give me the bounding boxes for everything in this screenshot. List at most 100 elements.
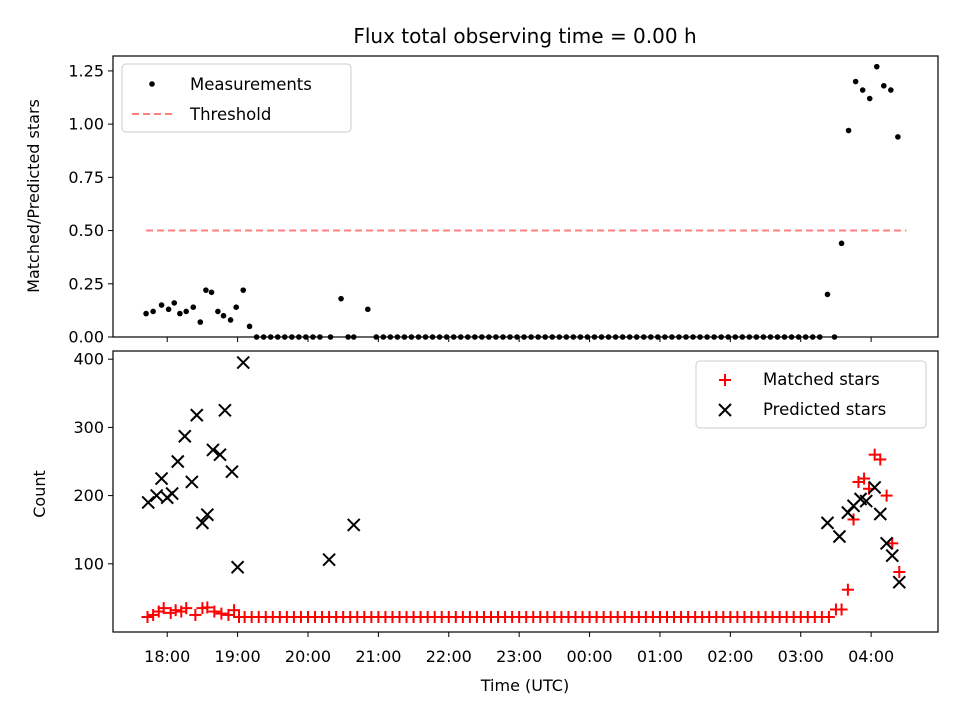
predicted-star-point	[892, 575, 906, 589]
matched-star-point	[228, 604, 241, 617]
top-y-tick-label: 0.75	[68, 168, 104, 187]
measurement-point	[866, 95, 873, 102]
x-tick-label: 01:00	[637, 647, 683, 666]
predicted-star-point	[230, 560, 245, 574]
predicted-star-point	[873, 507, 887, 521]
x-tick-label: 19:00	[215, 647, 261, 666]
x-axis-label: Time (UTC)	[480, 676, 569, 695]
bottom-axes-frame	[112, 350, 939, 633]
measurement-point	[852, 78, 859, 85]
bottom-plot-area: 18:00 19:00 20:00 21:00 22:00 23:00 00:00 01:00…	[73, 350, 906, 666]
matched-star-point	[180, 602, 193, 615]
predicted-star-point	[154, 471, 169, 486]
matched-star-point	[841, 583, 854, 596]
predicted-star-point	[149, 488, 164, 503]
predicted-star-point	[859, 494, 873, 508]
bottom-y-tick-label: 100	[73, 554, 104, 573]
predicted-star-point	[213, 447, 227, 462]
measurement-point	[177, 310, 183, 317]
predicted-star-point	[206, 443, 220, 457]
measurement-point	[171, 300, 178, 306]
matched-star-point	[169, 604, 182, 617]
legend-predicted-label: Predicted stars	[763, 400, 886, 419]
measurement-point	[208, 289, 215, 296]
measurement-point	[838, 240, 845, 247]
measurement-point	[880, 83, 887, 89]
predicted-star-point	[820, 516, 835, 530]
measurement-point	[215, 308, 221, 315]
measurement-point	[888, 87, 894, 93]
legend-predicted-marker	[718, 403, 732, 417]
measurement-point	[246, 323, 253, 330]
measurement-point	[338, 295, 344, 302]
legend-matched-label: Matched stars	[763, 370, 880, 389]
x-tick-label: 02:00	[707, 647, 753, 666]
matched-star-point	[141, 610, 154, 623]
matched-star-point	[822, 610, 835, 623]
predicted-star-point	[171, 454, 185, 469]
predicted-star-point	[200, 507, 215, 522]
measurement-point	[220, 312, 227, 319]
measurement-point	[845, 127, 852, 134]
matched-star-point	[874, 453, 887, 466]
matched-star-point	[858, 472, 871, 485]
measurement-point	[824, 291, 831, 298]
measurement-point	[365, 306, 371, 313]
top-y-axis-label: Matched/Predicted stars	[24, 99, 43, 293]
x-tick-label: 22:00	[426, 647, 472, 666]
matched-star-point	[215, 607, 228, 620]
bottom-legend-box	[695, 360, 927, 429]
bottom-y-tick-label: 400	[73, 350, 104, 369]
bottom-legend: Matched stars Predicted stars	[695, 360, 927, 429]
x-tick-label: 03:00	[778, 647, 824, 666]
predicted-star-point	[165, 486, 179, 501]
top-legend-box	[121, 63, 352, 133]
measurement-point	[233, 304, 239, 310]
predicted-star-point	[867, 480, 882, 495]
predicted-star-point	[322, 552, 336, 567]
predicted-star-point	[832, 529, 847, 544]
measurement-point	[203, 287, 209, 293]
top-y-tick-label: 0.25	[68, 274, 104, 293]
measurement-point	[240, 287, 247, 293]
predicted-star-point	[225, 465, 239, 479]
predicted-star-point	[141, 495, 155, 510]
chart-title: Flux total observing time = 0.00 h	[353, 24, 696, 48]
top-y-tick-label: 0.50	[68, 221, 104, 240]
measurement-point	[227, 317, 234, 323]
matched-star-point	[893, 565, 906, 578]
measurement-point	[197, 319, 204, 325]
x-tick-label: 21:00	[355, 647, 401, 666]
matched-star-point	[886, 537, 899, 550]
measurement-point	[165, 306, 172, 313]
measurement-point	[895, 134, 901, 140]
legend-measurements-marker	[149, 81, 155, 87]
top-axes-frame	[112, 55, 939, 338]
predicted-star-point	[190, 408, 204, 422]
legend-threshold-label: Threshold	[189, 105, 271, 124]
x-tick-label: 18:00	[144, 647, 190, 666]
matched-star-point	[847, 513, 860, 526]
predicted-star-point	[885, 548, 899, 563]
predicted-star-point	[347, 518, 361, 532]
x-tick-label: 20:00	[285, 647, 331, 666]
measurement-point	[158, 302, 165, 308]
predicted-star-point	[178, 429, 192, 443]
matched-star-point	[880, 489, 893, 502]
bottom-y-axis-label: Count	[30, 470, 49, 518]
measurement-point	[183, 308, 190, 315]
matched-star-point	[208, 605, 221, 618]
top-legend: Measurements Threshold	[121, 63, 352, 133]
measurement-point	[873, 63, 880, 70]
top-y-tick-label: 0.00	[68, 328, 104, 347]
measurement-point	[190, 304, 197, 310]
x-tick-label: 00:00	[567, 647, 613, 666]
predicted-star-point	[218, 403, 232, 418]
measurement-point	[150, 308, 156, 315]
measurement-point	[859, 87, 866, 93]
matched-star-point	[189, 608, 202, 621]
predicted-star-point	[236, 355, 250, 370]
predicted-star-point	[879, 536, 894, 551]
matched-star-point	[201, 601, 214, 614]
